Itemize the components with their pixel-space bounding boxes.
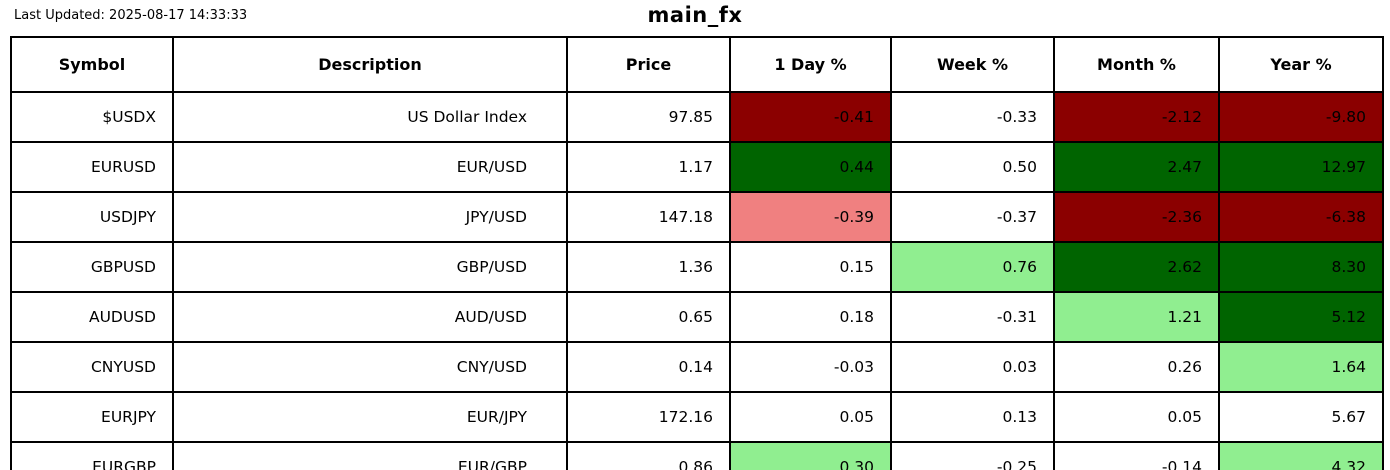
week-pct-cell: 0.13 xyxy=(890,391,1055,443)
price-cell: 0.86 xyxy=(566,441,731,470)
col-header-symbol: Symbol xyxy=(10,36,174,93)
week-pct-cell: -0.33 xyxy=(890,91,1055,143)
day-pct-cell: -0.39 xyxy=(729,191,892,243)
page-title: main_fx xyxy=(647,3,743,27)
description-cell: EUR/USD xyxy=(172,141,568,193)
year-pct-cell: -6.38 xyxy=(1218,191,1384,243)
price-cell: 1.17 xyxy=(566,141,731,193)
table-row: EURGBP EUR/GBP 0.86 0.30 -0.25 -0.14 4.3… xyxy=(10,441,1384,470)
week-pct-cell: 0.76 xyxy=(890,241,1055,293)
year-pct-cell: -9.80 xyxy=(1218,91,1384,143)
last-updated-text: Last Updated: 2025-08-17 14:33:33 xyxy=(14,8,248,23)
month-pct-cell: 0.05 xyxy=(1053,391,1220,443)
week-pct-cell: -0.31 xyxy=(890,291,1055,343)
description-cell: US Dollar Index xyxy=(172,91,568,143)
col-header-price: Price xyxy=(566,36,731,93)
month-pct-cell: 1.21 xyxy=(1053,291,1220,343)
description-cell: CNY/USD xyxy=(172,341,568,393)
table-row: USDJPY JPY/USD 147.18 -0.39 -0.37 -2.36 … xyxy=(10,191,1384,243)
fx-performance-table: Symbol Description Price 1 Day % Week % … xyxy=(10,36,1384,470)
description-cell: AUD/USD xyxy=(172,291,568,343)
symbol-cell: GBPUSD xyxy=(10,241,174,293)
week-pct-cell: 0.03 xyxy=(890,341,1055,393)
day-pct-cell: 0.18 xyxy=(729,291,892,343)
day-pct-cell: 0.30 xyxy=(729,441,892,470)
description-cell: JPY/USD xyxy=(172,191,568,243)
week-pct-cell: 0.50 xyxy=(890,141,1055,193)
year-pct-cell: 12.97 xyxy=(1218,141,1384,193)
price-cell: 1.36 xyxy=(566,241,731,293)
week-pct-cell: -0.25 xyxy=(890,441,1055,470)
description-cell: EUR/JPY xyxy=(172,391,568,443)
description-cell: GBP/USD xyxy=(172,241,568,293)
day-pct-cell: 0.15 xyxy=(729,241,892,293)
month-pct-cell: -2.12 xyxy=(1053,91,1220,143)
month-pct-cell: 2.62 xyxy=(1053,241,1220,293)
year-pct-cell: 5.12 xyxy=(1218,291,1384,343)
symbol-cell: EURJPY xyxy=(10,391,174,443)
year-pct-cell: 4.32 xyxy=(1218,441,1384,470)
year-pct-cell: 1.64 xyxy=(1218,341,1384,393)
col-header-day-pct: 1 Day % xyxy=(729,36,892,93)
symbol-cell: CNYUSD xyxy=(10,341,174,393)
day-pct-cell: -0.03 xyxy=(729,341,892,393)
month-pct-cell: 0.26 xyxy=(1053,341,1220,393)
symbol-cell: USDJPY xyxy=(10,191,174,243)
day-pct-cell: 0.44 xyxy=(729,141,892,193)
table-row: $USDX US Dollar Index 97.85 -0.41 -0.33 … xyxy=(10,91,1384,143)
year-pct-cell: 5.67 xyxy=(1218,391,1384,443)
symbol-cell: $USDX xyxy=(10,91,174,143)
table-row: GBPUSD GBP/USD 1.36 0.15 0.76 2.62 8.30 xyxy=(10,241,1384,293)
year-pct-cell: 8.30 xyxy=(1218,241,1384,293)
price-cell: 147.18 xyxy=(566,191,731,243)
price-cell: 0.14 xyxy=(566,341,731,393)
month-pct-cell: -0.14 xyxy=(1053,441,1220,470)
month-pct-cell: 2.47 xyxy=(1053,141,1220,193)
col-header-year-pct: Year % xyxy=(1218,36,1384,93)
symbol-cell: AUDUSD xyxy=(10,291,174,343)
symbol-cell: EURUSD xyxy=(10,141,174,193)
table-row: AUDUSD AUD/USD 0.65 0.18 -0.31 1.21 5.12 xyxy=(10,291,1384,343)
col-header-week-pct: Week % xyxy=(890,36,1055,93)
price-cell: 0.65 xyxy=(566,291,731,343)
week-pct-cell: -0.37 xyxy=(890,191,1055,243)
table-row: EURUSD EUR/USD 1.17 0.44 0.50 2.47 12.97 xyxy=(10,141,1384,193)
col-header-month-pct: Month % xyxy=(1053,36,1220,93)
month-pct-cell: -2.36 xyxy=(1053,191,1220,243)
price-cell: 172.16 xyxy=(566,391,731,443)
col-header-description: Description xyxy=(172,36,568,93)
day-pct-cell: -0.41 xyxy=(729,91,892,143)
header-row: Symbol Description Price 1 Day % Week % … xyxy=(10,36,1384,93)
day-pct-cell: 0.05 xyxy=(729,391,892,443)
symbol-cell: EURGBP xyxy=(10,441,174,470)
description-cell: EUR/GBP xyxy=(172,441,568,470)
table-row: EURJPY EUR/JPY 172.16 0.05 0.13 0.05 5.6… xyxy=(10,391,1384,443)
table-row: CNYUSD CNY/USD 0.14 -0.03 0.03 0.26 1.64 xyxy=(10,341,1384,393)
price-cell: 97.85 xyxy=(566,91,731,143)
